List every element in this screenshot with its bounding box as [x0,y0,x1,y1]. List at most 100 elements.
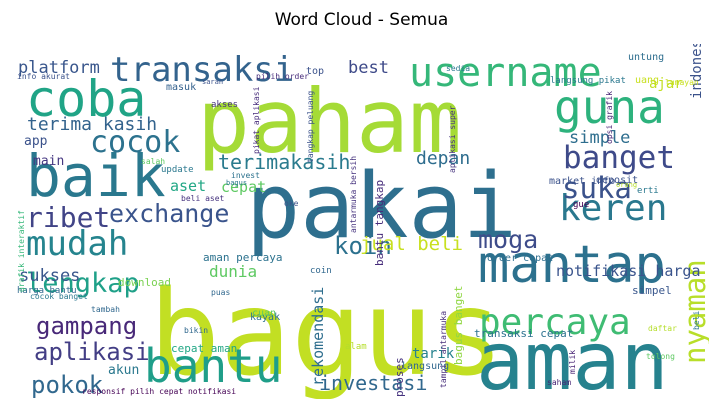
word-uang: uang [635,75,659,86]
word-notifikasi-harga: notifikasi harga [556,262,701,280]
word-milik: milik [568,350,577,374]
word-sedia: sedia [446,64,470,73]
word-depan: depan [416,148,470,169]
word-banget: banget [563,140,675,176]
word-simple: simple [569,128,630,148]
word-aplikasi-super: aplikasi super [448,105,457,173]
word-aman: aman [476,315,669,399]
word-main: main [33,154,64,169]
word-tambah: tambah [91,305,120,314]
word-aset: aset [170,177,206,195]
word-responsif-pilih-cepat-notifikasi: responsif pilih cepat notifikasi [82,387,236,396]
word-mudah: mudah [26,224,128,264]
word-deposit: deposit [596,175,638,186]
word-coba: coba [26,70,146,128]
word-moga: moga [478,225,538,254]
word-investasi: investasi [319,371,427,395]
word-koin: koin [334,232,392,260]
word-tolong: tolong [646,352,675,361]
word-pikat-aplikasi: pikat aplikasi [252,86,261,154]
word-tampil-antarmuka: tampil antarmuka [439,311,448,388]
word-salah: salah [141,157,165,166]
word-sukses: sukses [19,266,80,286]
word-transaksi: transaksi [110,50,294,90]
word-info-akurat: info akurat [17,72,70,81]
word-download: download [118,276,171,289]
word-guna: guna [554,80,665,134]
word-saran: saran [202,78,223,86]
word-tangkap-peluang: tangkap peluang [306,91,315,163]
word-order-cepat: order cepat [487,253,553,264]
word-keren: keren [559,188,667,229]
word-indonesia: indonesia [689,44,705,99]
word-langsung: langsung [401,361,449,372]
word-paham: paham [197,70,462,173]
word-untung: untung [628,52,664,63]
word-best: best [348,58,389,78]
word-username: username [409,50,602,96]
word-opsi-grafik: opsi grafik [605,91,614,144]
word-terimakasih: terimakasih [218,150,350,174]
word-tarik: tarik [412,346,455,362]
word-transaksi-cepat: transaksi cepat [474,327,573,340]
word-cocok-banget: cocok banget [30,292,88,301]
word-cocok: cocok [90,125,180,160]
word-app: app [24,134,48,149]
word-proses: proses [393,357,406,397]
word-beli-aset: beli aset [181,194,225,203]
word-mantap: mantap [478,235,666,295]
word-puas: puas [211,288,230,297]
word-orang: orang [616,181,637,189]
word-exchange: exchange [109,199,229,228]
word-pilih-order: pilih order [256,72,309,81]
word-kayak: kayak [250,312,280,323]
word-bikin: bikin [184,326,208,335]
word-simpel: simpel [632,284,672,297]
word-aman-percaya: aman percaya [203,251,282,264]
word-top: top [306,66,324,77]
word-gampang: gampang [36,312,137,340]
word-rekomendasi: rekomendasi [309,287,327,386]
chart-title: Word Cloud - Semua [274,10,449,30]
word-lengkap: lengkap [26,268,140,299]
word-update: update [161,165,194,175]
word-bagus-small: bagus [226,179,247,187]
word-gue: gue [573,200,589,210]
word-grafik-interaktif: grafik interaktif [17,210,26,292]
word-terima-kasih: terima kasih [27,114,157,135]
word-suka: suka [562,171,632,205]
word-invest: invest [231,171,260,180]
word-ribet: ribet [26,201,110,234]
word-beli: beli [692,311,701,330]
word-akun: akun [108,363,139,378]
word-akses: akses [211,100,238,110]
word-aplikasi: aplikasi [34,338,150,366]
word-pakai: pakai [246,154,517,259]
word-langsung-pikat: langsung pikat [550,76,626,86]
word-platform: platform [18,58,100,78]
word-ajar: ajar [649,76,683,92]
word-lumayan: lumayan [665,78,699,87]
word-harga-bantu: harga bantu [17,286,77,296]
word-nyaman: nyaman [678,259,709,364]
word-cepat: cepat [221,178,266,196]
word-bantu-tangkap: bantu tangkap [373,180,386,266]
word-oke: oke [284,199,299,208]
word-bantu: bantu [144,339,282,393]
word-cuan: cuan [252,308,276,319]
word-daftar: daftar [648,324,677,333]
word-masuk: masuk [166,82,196,93]
word-percaya: percaya [479,302,631,343]
word-jual-beli: jual beli [360,233,463,255]
word-coin: coin [310,266,332,276]
word-erti: erti [637,186,659,196]
word-baik: baik [26,142,166,210]
word-alam: alam [345,342,367,352]
word-dunia: dunia [209,262,257,281]
word-bagus-banget: bagus banget [452,286,465,365]
word-cepat-aman: cepat aman [171,342,237,355]
word-market-info: market info [549,176,615,187]
word-pokok: pokok [31,371,104,399]
word-bagus: bagus [149,264,504,399]
